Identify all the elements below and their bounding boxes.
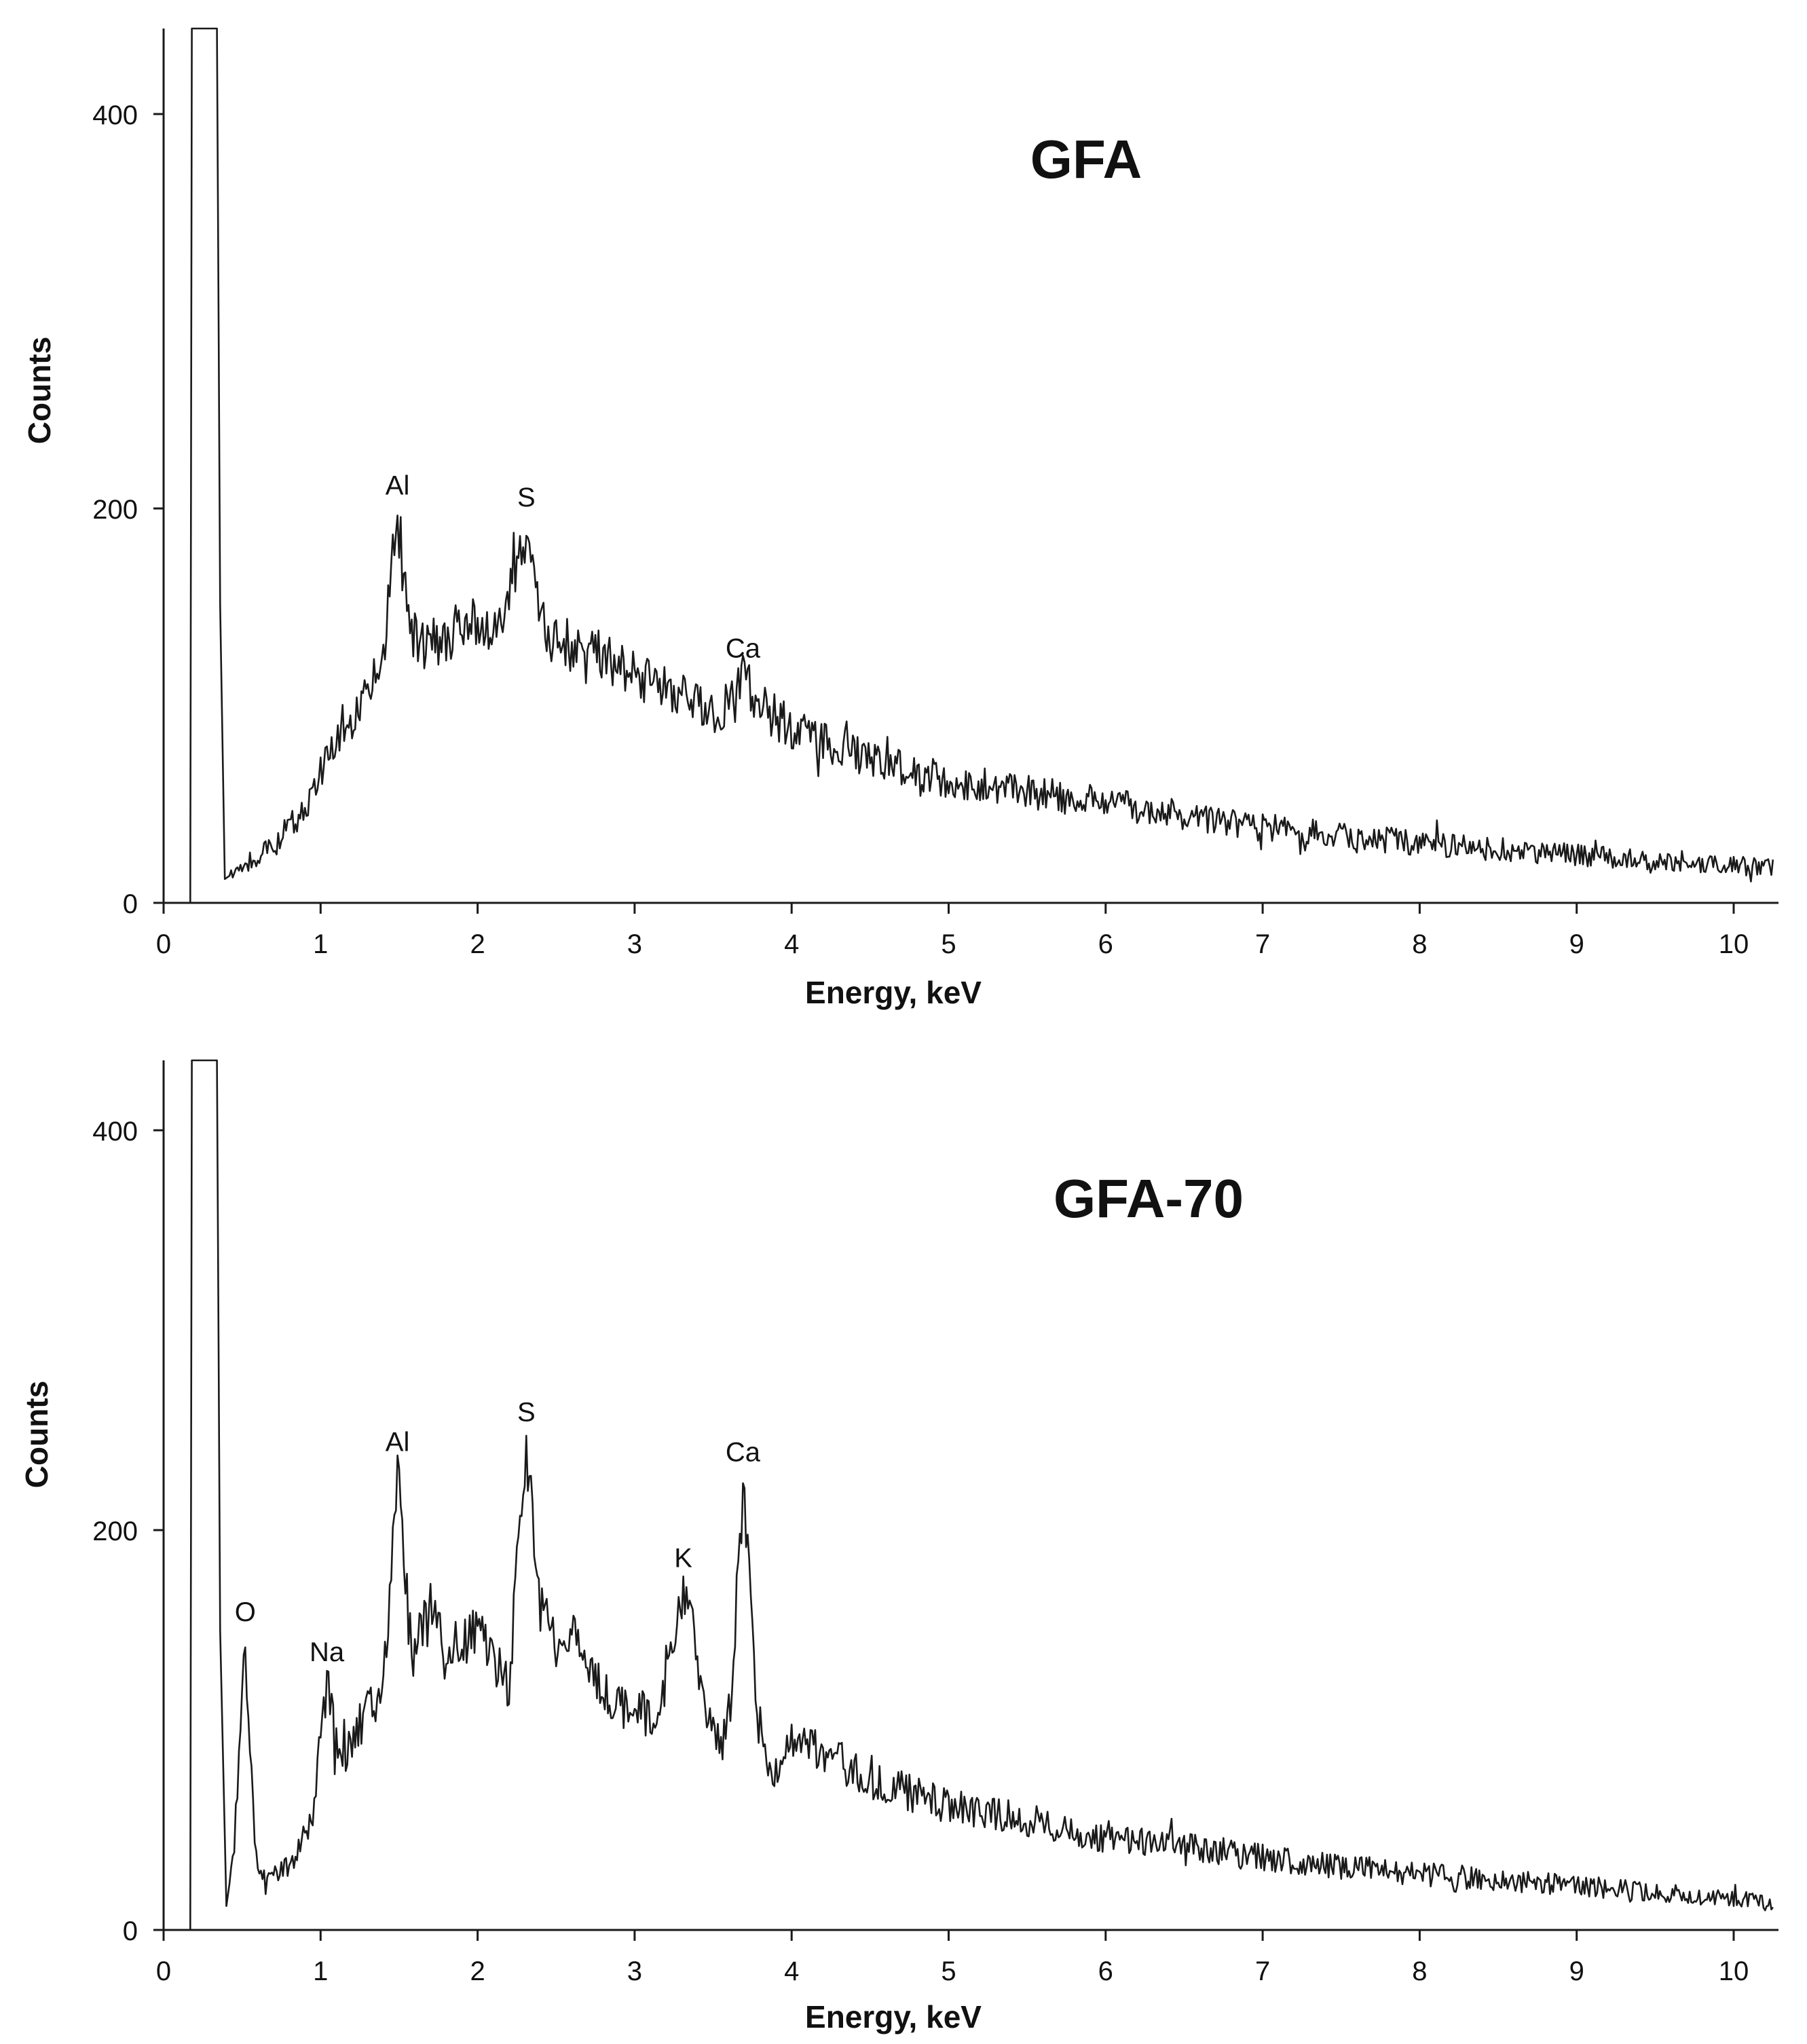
x-axis-label: Energy, keV: [805, 975, 982, 1010]
peak-label-al: Al: [386, 470, 410, 500]
y-axis: 400 200 0 Counts: [19, 1060, 165, 1946]
x-tick-label: 1: [313, 929, 328, 959]
x-tick-label: 2: [470, 1956, 485, 1986]
peak-label-k: K: [674, 1544, 692, 1574]
x-tick-label: 8: [1412, 1956, 1427, 1986]
y-axis-label: Counts: [19, 1381, 54, 1488]
x-tick-label: 3: [627, 929, 642, 959]
panel-title: GFA: [1030, 129, 1142, 189]
peak-label-o: O: [235, 1597, 256, 1627]
peak-label-na: Na: [310, 1637, 345, 1667]
x-axis-label: Energy, keV: [805, 1999, 982, 2034]
y-tick-label: 200: [92, 1517, 138, 1546]
x-tick-label: 7: [1255, 1956, 1270, 1986]
panel-title: GFA-70: [1054, 1168, 1244, 1229]
plot-area: O Na Al S K Ca: [164, 1059, 1774, 1931]
x-tick-label: 9: [1569, 1956, 1584, 1986]
peak-label-s: S: [517, 1398, 536, 1428]
peak-label-ca: Ca: [726, 1437, 761, 1467]
x-tick-label: 9: [1569, 929, 1584, 959]
peak-label-s: S: [517, 483, 536, 513]
x-axis: 0 1 2 3 4 5 6 7 8 9 10 Energy, keV: [156, 902, 1778, 1010]
y-tick-label: 0: [123, 1916, 138, 1946]
y-axis-label: Counts: [22, 337, 57, 444]
x-tick-label: 10: [1719, 1956, 1749, 1986]
plot-area: Al S Ca: [164, 27, 1774, 904]
y-tick-label: 200: [92, 495, 138, 525]
x-tick-label: 1: [313, 1956, 328, 1986]
panel-gfa-70: GFA-70 400 200 0 Counts 0 1 2 3 4 5 6 7 8 9 10 Ene…: [19, 1059, 1778, 2034]
x-axis: 0 1 2 3 4 5 6 7 8 9 10 Energy, keV: [156, 1929, 1778, 2034]
x-tick-label: 10: [1719, 929, 1749, 959]
peak-label-al: Al: [386, 1428, 410, 1457]
peak-label-ca: Ca: [726, 633, 761, 663]
x-tick-label: 4: [784, 1956, 799, 1986]
x-tick-label: 6: [1098, 929, 1113, 959]
y-axis: 400 200 0 Counts: [22, 29, 165, 919]
x-ticks: 0 1 2 3 4 5 6 7 8 9 10: [156, 903, 1749, 959]
x-tick-label: 5: [941, 1956, 956, 1986]
y-tick-label: 400: [92, 1117, 138, 1147]
x-tick-label: 5: [941, 929, 956, 959]
x-tick-label: 4: [784, 929, 799, 959]
x-tick-label: 3: [627, 1956, 642, 1986]
x-tick-label: 0: [156, 1956, 171, 1986]
panel-gfa: GFA 400 200 0 Counts 0 1 2 3 4 5 6 7 8 9 10 Energy…: [22, 27, 1778, 1010]
peak-labels: O Na Al S K Ca: [235, 1398, 761, 1667]
y-tick-label: 400: [92, 100, 138, 130]
x-tick-label: 2: [470, 929, 485, 959]
x-tick-label: 6: [1098, 1956, 1113, 1986]
y-tick-label: 0: [123, 889, 138, 919]
spectrum-line: [164, 1059, 1774, 1931]
x-ticks: 0 1 2 3 4 5 6 7 8 9 10: [156, 1930, 1749, 1986]
x-tick-label: 7: [1255, 929, 1270, 959]
x-tick-label: 8: [1412, 929, 1427, 959]
spectrum-line: [164, 27, 1774, 904]
x-tick-label: 0: [156, 929, 171, 959]
peak-labels: Al S Ca: [386, 470, 761, 663]
